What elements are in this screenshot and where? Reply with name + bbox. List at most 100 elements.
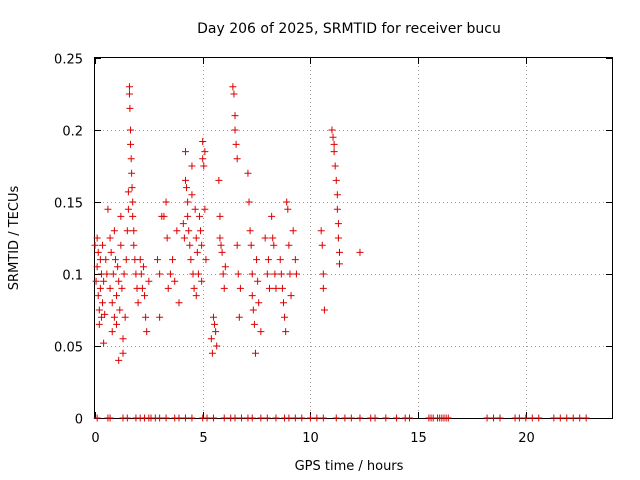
data-point bbox=[120, 270, 128, 278]
data-point bbox=[197, 227, 205, 235]
data-point bbox=[209, 414, 217, 422]
data-point bbox=[249, 306, 257, 314]
data-point bbox=[209, 313, 217, 321]
data-point bbox=[199, 155, 207, 163]
data-point bbox=[142, 313, 150, 321]
data-point bbox=[116, 306, 124, 314]
plot-frame bbox=[94, 57, 613, 419]
data-point bbox=[192, 234, 200, 242]
data-point bbox=[124, 188, 132, 196]
data-point bbox=[255, 299, 263, 307]
data-point bbox=[270, 241, 278, 249]
data-point bbox=[393, 414, 401, 422]
data-point bbox=[550, 414, 558, 422]
data-point bbox=[169, 256, 177, 264]
data-point bbox=[272, 414, 280, 422]
data-point bbox=[95, 306, 103, 314]
data-points bbox=[91, 83, 590, 422]
data-point bbox=[528, 414, 536, 422]
data-point bbox=[164, 284, 172, 292]
data-point bbox=[191, 205, 199, 213]
data-point bbox=[181, 148, 189, 156]
data-point bbox=[253, 256, 261, 264]
data-point bbox=[108, 299, 116, 307]
data-point bbox=[208, 349, 216, 357]
data-point bbox=[141, 292, 149, 300]
data-point bbox=[292, 270, 300, 278]
data-point bbox=[272, 284, 280, 292]
data-point bbox=[119, 349, 127, 357]
data-point bbox=[254, 277, 262, 285]
data-point bbox=[216, 234, 224, 242]
data-point bbox=[139, 263, 147, 271]
data-point bbox=[134, 299, 142, 307]
data-point bbox=[284, 205, 292, 213]
y-tick-label: 0 bbox=[75, 413, 83, 428]
data-point bbox=[333, 191, 341, 199]
data-point bbox=[115, 356, 123, 364]
data-point bbox=[175, 414, 183, 422]
data-point bbox=[128, 169, 136, 177]
data-point bbox=[193, 248, 201, 256]
data-point bbox=[110, 313, 118, 321]
data-point bbox=[137, 270, 145, 278]
data-point bbox=[136, 256, 144, 264]
data-point bbox=[181, 414, 189, 422]
data-point bbox=[121, 313, 129, 321]
data-point bbox=[329, 133, 337, 141]
data-point bbox=[289, 227, 297, 235]
data-point bbox=[563, 414, 571, 422]
data-point bbox=[96, 284, 104, 292]
y-axis-ticks: 0 0.05 0.1 0.15 0.2 0.25 bbox=[54, 53, 612, 428]
data-point bbox=[91, 241, 99, 249]
data-point bbox=[100, 339, 108, 347]
data-point bbox=[94, 292, 102, 300]
data-point bbox=[130, 241, 138, 249]
data-point bbox=[282, 328, 290, 336]
data-point bbox=[341, 414, 349, 422]
data-point bbox=[219, 270, 227, 278]
data-point bbox=[576, 414, 584, 422]
data-point bbox=[127, 126, 135, 134]
data-point bbox=[233, 241, 241, 249]
data-point bbox=[279, 299, 287, 307]
data-point bbox=[582, 414, 590, 422]
data-point bbox=[268, 212, 276, 220]
data-point bbox=[99, 299, 107, 307]
data-point bbox=[298, 414, 306, 422]
data-point bbox=[277, 270, 285, 278]
data-point bbox=[263, 270, 271, 278]
data-point bbox=[217, 241, 225, 249]
data-point bbox=[163, 234, 171, 242]
data-point bbox=[93, 234, 101, 242]
data-point bbox=[198, 277, 206, 285]
data-point bbox=[194, 270, 202, 278]
x-tick-label: 10 bbox=[302, 431, 319, 446]
data-point bbox=[190, 284, 198, 292]
data-point bbox=[99, 241, 107, 249]
data-point bbox=[334, 234, 342, 242]
data-point bbox=[102, 256, 110, 264]
data-point bbox=[318, 241, 326, 249]
data-point bbox=[187, 256, 195, 264]
data-point bbox=[128, 184, 136, 192]
data-point bbox=[188, 414, 196, 422]
data-point bbox=[202, 256, 210, 264]
data-point bbox=[129, 198, 137, 206]
data-point bbox=[106, 284, 114, 292]
data-point bbox=[335, 248, 343, 256]
data-point bbox=[335, 260, 343, 268]
data-point bbox=[180, 234, 188, 242]
data-point bbox=[216, 212, 224, 220]
data-point bbox=[271, 270, 279, 278]
data-point bbox=[162, 198, 170, 206]
data-point bbox=[334, 220, 342, 228]
data-point bbox=[330, 140, 338, 148]
data-point bbox=[97, 313, 105, 321]
data-point bbox=[313, 414, 321, 422]
data-point bbox=[331, 162, 339, 170]
data-point bbox=[332, 414, 340, 422]
data-point bbox=[145, 277, 153, 285]
data-point bbox=[160, 212, 168, 220]
